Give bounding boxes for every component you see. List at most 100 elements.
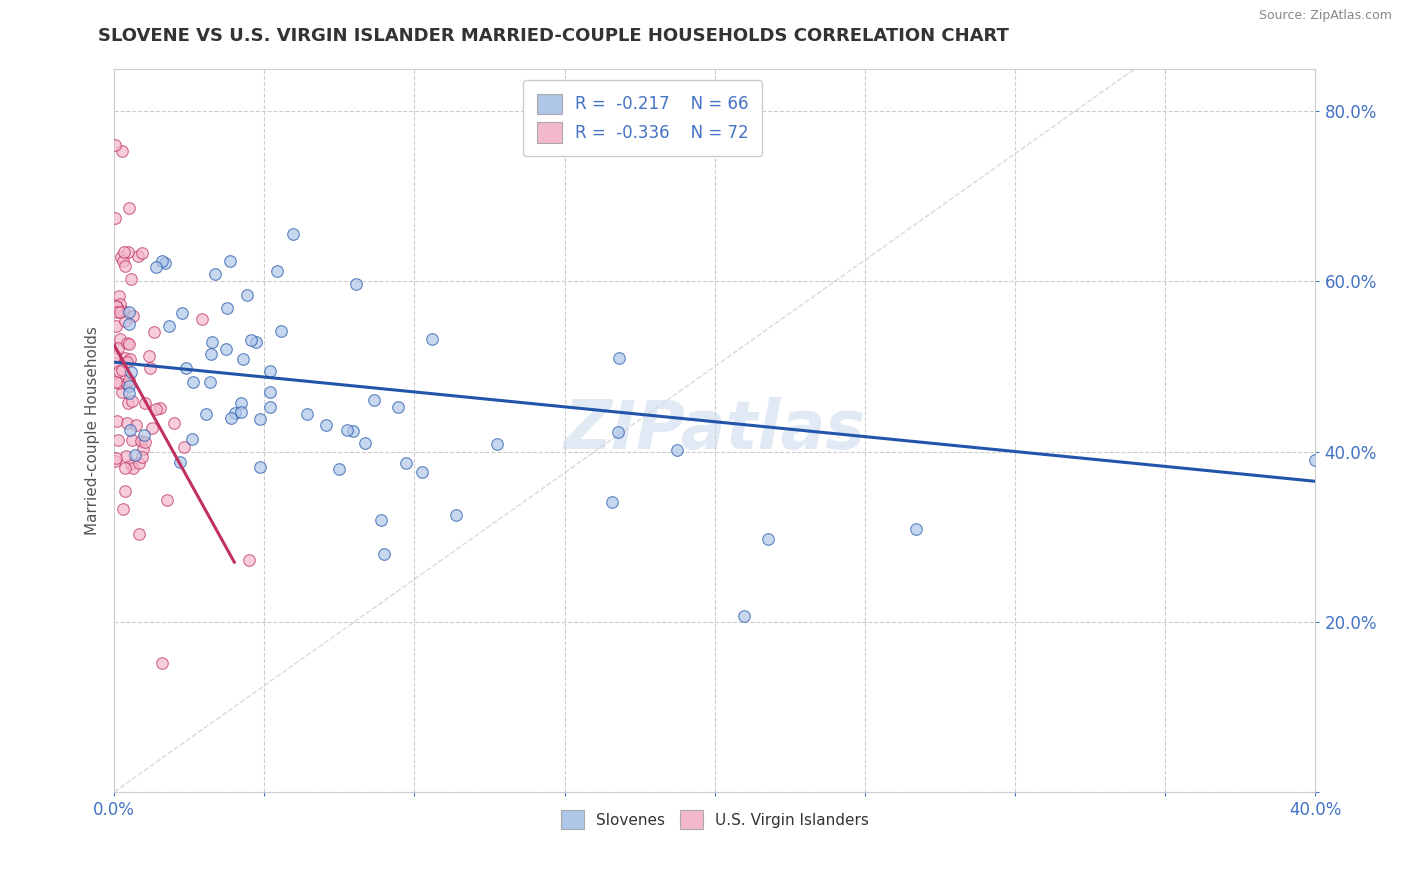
Point bbox=[128, 456, 150, 470]
Point bbox=[104, 319, 127, 334]
Point bbox=[105, 301, 128, 315]
Point bbox=[336, 423, 359, 437]
Point bbox=[150, 254, 173, 268]
Point bbox=[138, 349, 160, 363]
Point bbox=[156, 493, 179, 508]
Point bbox=[124, 449, 146, 463]
Point bbox=[180, 432, 202, 446]
Point bbox=[111, 501, 134, 516]
Point bbox=[111, 304, 134, 318]
Point bbox=[148, 401, 170, 416]
Point bbox=[152, 656, 174, 670]
Point bbox=[229, 405, 252, 419]
Point bbox=[117, 396, 139, 410]
Point bbox=[229, 395, 252, 409]
Point bbox=[120, 365, 142, 379]
Point bbox=[105, 450, 128, 465]
Point bbox=[120, 271, 142, 285]
Point bbox=[108, 363, 131, 377]
Point bbox=[215, 342, 238, 356]
Text: Source: ZipAtlas.com: Source: ZipAtlas.com bbox=[1258, 9, 1392, 22]
Point bbox=[117, 373, 139, 387]
Point bbox=[121, 394, 143, 409]
Point bbox=[128, 527, 150, 541]
Point bbox=[111, 254, 134, 268]
Point bbox=[609, 351, 631, 366]
Point bbox=[134, 396, 156, 410]
Point bbox=[238, 553, 260, 567]
Point bbox=[353, 435, 375, 450]
Point bbox=[183, 375, 205, 389]
Point bbox=[104, 356, 127, 370]
Point bbox=[198, 375, 221, 389]
Point bbox=[108, 288, 131, 302]
Point bbox=[107, 341, 129, 355]
Point bbox=[115, 376, 138, 391]
Point bbox=[485, 436, 508, 450]
Point bbox=[215, 301, 238, 315]
Point bbox=[104, 211, 127, 225]
Point bbox=[121, 461, 143, 475]
Point bbox=[218, 253, 240, 268]
Point bbox=[120, 458, 142, 472]
Point bbox=[104, 375, 127, 389]
Text: ZIPatlas: ZIPatlas bbox=[564, 397, 866, 463]
Point bbox=[142, 325, 165, 339]
Point bbox=[411, 465, 433, 479]
Point bbox=[342, 425, 364, 439]
Point bbox=[115, 336, 138, 351]
Point bbox=[125, 418, 148, 433]
Point bbox=[114, 483, 136, 498]
Point bbox=[270, 324, 292, 338]
Point bbox=[446, 508, 468, 523]
Point bbox=[200, 347, 222, 361]
Y-axis label: Married-couple Households: Married-couple Households bbox=[86, 326, 100, 534]
Point bbox=[665, 442, 688, 457]
Point bbox=[191, 312, 214, 326]
Point bbox=[370, 512, 392, 526]
Point bbox=[104, 138, 127, 153]
Point bbox=[127, 249, 149, 263]
Point bbox=[236, 287, 259, 301]
Point bbox=[387, 400, 409, 414]
Point bbox=[141, 421, 163, 435]
Point bbox=[259, 364, 281, 378]
Point bbox=[114, 314, 136, 328]
Point bbox=[259, 384, 281, 399]
Legend: Slovenes, U.S. Virgin Islanders: Slovenes, U.S. Virgin Islanders bbox=[554, 804, 875, 835]
Point bbox=[600, 495, 623, 509]
Point bbox=[121, 309, 143, 323]
Point bbox=[131, 450, 153, 464]
Point bbox=[295, 408, 318, 422]
Point bbox=[734, 608, 756, 623]
Point bbox=[105, 305, 128, 319]
Point bbox=[249, 412, 271, 426]
Point bbox=[105, 414, 128, 428]
Point bbox=[111, 363, 134, 377]
Point bbox=[114, 259, 136, 273]
Point bbox=[105, 299, 128, 313]
Point bbox=[104, 349, 127, 363]
Point bbox=[108, 332, 131, 346]
Point bbox=[110, 250, 132, 264]
Point bbox=[134, 435, 156, 450]
Point bbox=[118, 305, 141, 319]
Point bbox=[201, 334, 224, 349]
Point bbox=[204, 267, 226, 281]
Point bbox=[117, 245, 139, 260]
Point bbox=[112, 244, 135, 259]
Point bbox=[118, 337, 141, 351]
Point bbox=[114, 351, 136, 366]
Point bbox=[245, 334, 267, 349]
Point bbox=[395, 456, 418, 470]
Point bbox=[363, 393, 385, 408]
Point bbox=[117, 354, 139, 368]
Point bbox=[422, 332, 444, 346]
Point bbox=[118, 386, 141, 401]
Point bbox=[249, 460, 271, 475]
Point bbox=[145, 402, 167, 417]
Point bbox=[607, 425, 630, 439]
Point bbox=[110, 144, 132, 158]
Point bbox=[315, 417, 337, 432]
Point bbox=[219, 411, 242, 425]
